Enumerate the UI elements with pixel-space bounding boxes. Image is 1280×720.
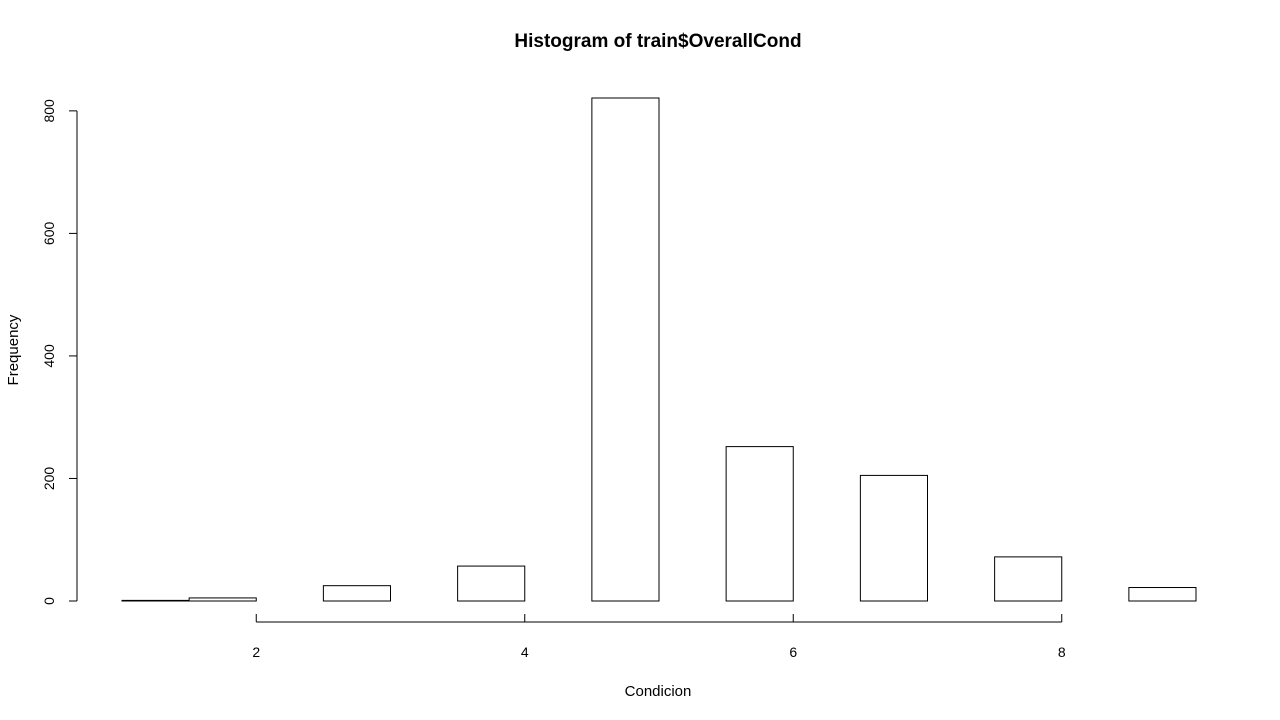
y-tick-label: 800: [41, 99, 57, 123]
x-axis: 2 4 6 8: [252, 614, 1066, 660]
histogram-bar: [859, 474, 928, 602]
x-tick-label: 8: [1058, 644, 1066, 660]
histogram-bar: [457, 565, 526, 602]
bars-group: [121, 97, 1197, 602]
y-tick-label: 600: [41, 222, 57, 246]
y-tick-label: 400: [41, 344, 57, 368]
x-axis-label: Condicion: [625, 683, 692, 700]
histogram-bar: [591, 97, 660, 602]
y-tick-label: 200: [41, 467, 57, 491]
histogram-bar: [188, 597, 257, 602]
x-tick-label: 2: [252, 644, 260, 660]
histogram-bar: [994, 556, 1063, 602]
y-axis-label: Frequency: [5, 314, 22, 385]
y-tick-label: 0: [41, 597, 57, 605]
y-axis: 0 200 400 600 800: [41, 99, 78, 605]
x-tick-label: 6: [789, 644, 797, 660]
histogram-bar: [725, 446, 794, 602]
x-tick-label: 4: [521, 644, 529, 660]
histogram-bar: [121, 599, 190, 602]
histogram-bar: [322, 585, 391, 602]
chart-title: Histogram of train$OverallCond: [514, 31, 801, 52]
histogram-bar: [1128, 587, 1197, 602]
